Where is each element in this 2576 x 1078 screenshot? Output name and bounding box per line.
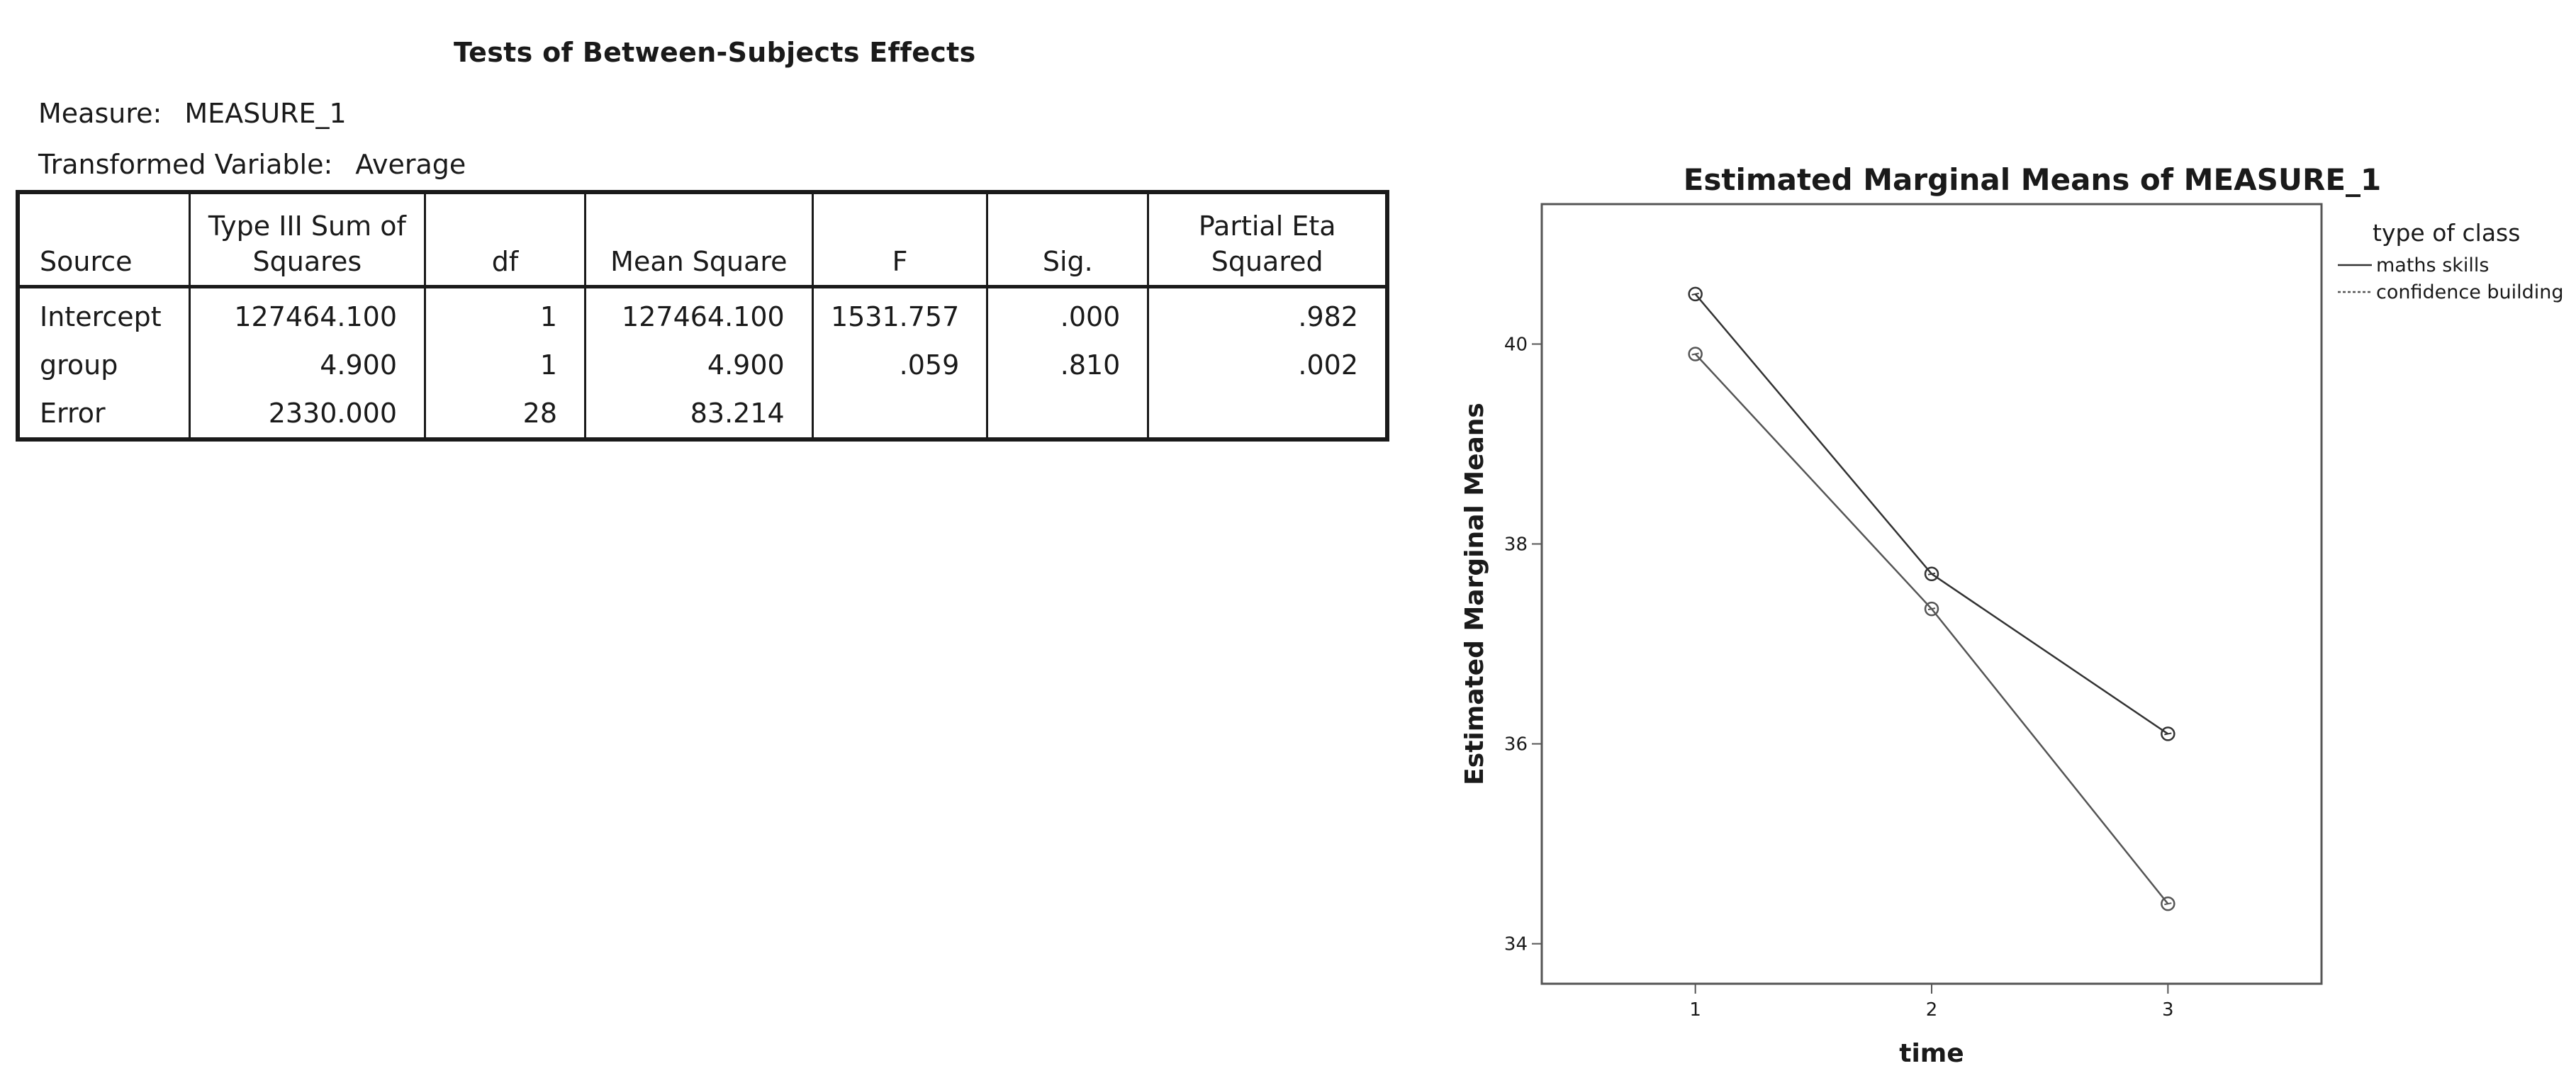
legend-item-label: confidence building [2376,281,2564,303]
y-tick-label: 36 [1504,734,1528,756]
series-2-point-mark [2164,902,2172,906]
cell-sum-of-squares: 2330.000 [188,389,425,439]
y-tick-label: 34 [1504,934,1528,955]
cell-f: 1531.757 [811,286,987,341]
between-subjects-effects-table: Source Type III Sum of Squares df Mean S… [16,190,1389,442]
x-tick-label: 3 [2162,999,2174,1021]
transformed-variable-label: Transformed Variable: [38,149,333,180]
transformed-variable-line: Transformed Variable: Average [38,149,466,180]
cell-partial-eta-squared: .002 [1147,341,1387,389]
series-line-1 [1694,293,2169,735]
legend-title: type of class [2373,219,2520,247]
header-f: F [811,192,987,288]
cell-partial-eta-squared: .982 [1147,286,1387,341]
cell-sig [986,389,1148,439]
series-2-point-mark [1927,607,1936,611]
header-sum-of-squares: Type III Sum of Squares [188,192,425,288]
cell-mean-square: 4.900 [584,341,813,389]
cell-sum-of-squares: 4.900 [188,341,425,389]
series-layer [1688,286,2175,911]
series-1-point [1924,566,1939,582]
chart-title: Estimated Marginal Means of MEASURE_1 [1684,162,2382,197]
cell-sig: .000 [986,286,1148,341]
cell-df: 1 [424,341,586,389]
cell-f: .059 [811,341,987,389]
y-tick-label: 38 [1504,534,1528,555]
series-1-point-mark [2164,732,2172,736]
x-axis: 1 2 3 [1689,984,2174,1021]
series-2-point-mark [1691,352,1699,356]
table-row: Error 2330.000 28 83.214 [18,389,1387,439]
series-1-point [1688,286,1703,302]
cell-df: 1 [424,286,586,341]
x-axis-label: time [1899,1039,1964,1068]
table-title: Tests of Between-Subjects Effects [454,37,976,68]
series-line-2 [1694,353,2169,904]
y-axis: 34 36 38 40 [1504,334,1542,955]
series-2-point [1688,347,1703,361]
plot-frame [1540,203,2323,985]
table-row: Intercept 127464.100 1 127464.100 1531.7… [18,286,1387,341]
table-row: group 4.900 1 4.900 .059 .810 .002 [18,341,1387,389]
x-tick-label: 2 [1926,999,1938,1021]
cell-source: Error [40,398,106,429]
header-partial-eta-squared: Partial Eta Squared [1147,192,1387,288]
cell-f [811,389,987,439]
y-axis-label: Estimated Marginal Means [1460,403,1489,785]
cell-source: Intercept [40,301,162,332]
series-1-point-mark [1927,572,1936,576]
header-sig: Sig. [986,192,1148,288]
series-1-point [2161,726,2175,741]
transformed-variable-value: Average [355,149,466,180]
measure-line: Measure: MEASURE_1 [38,98,347,129]
cell-sig: .810 [986,341,1148,389]
header-source: Source [18,192,190,288]
legend: maths skills confidence building [2338,254,2564,303]
series-1-point-mark [1691,292,1699,296]
cell-source: group [40,349,118,381]
table-header-row: Source Type III Sum of Squares df Mean S… [18,192,1387,288]
cell-df: 28 [424,389,586,439]
header-mean-square: Mean Square [584,192,813,288]
y-tick-label: 40 [1504,334,1528,355]
cell-mean-square: 127464.100 [584,286,813,341]
cell-partial-eta-squared [1147,389,1387,439]
cell-sum-of-squares: 127464.100 [188,286,425,341]
measure-label: Measure: [38,98,162,129]
measure-value: MEASURE_1 [184,98,347,129]
x-tick-label: 1 [1689,999,1701,1021]
legend-item-label: maths skills [2376,254,2489,276]
series-2-point [1924,601,1939,617]
header-df: df [424,192,586,288]
cell-mean-square: 83.214 [584,389,813,439]
series-2-point [2161,896,2175,911]
